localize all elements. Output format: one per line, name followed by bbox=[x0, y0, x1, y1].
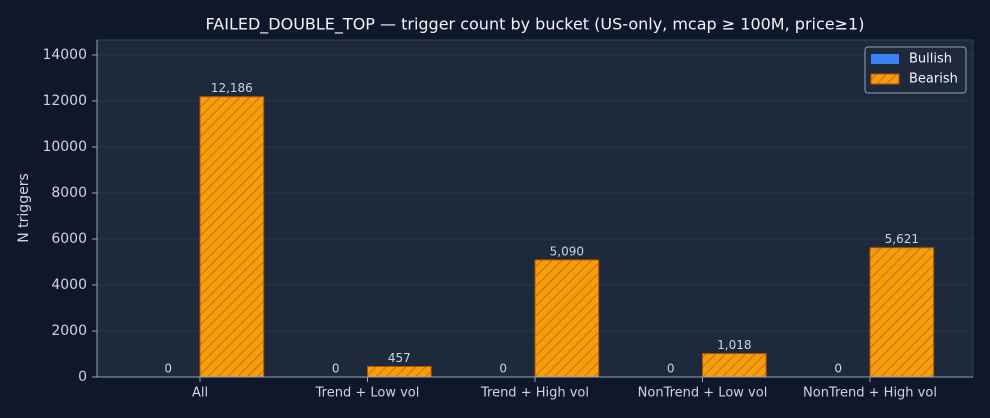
y-tick-label: 6000 bbox=[51, 231, 87, 247]
value-label: 5,090 bbox=[550, 244, 584, 258]
y-tick-label: 14000 bbox=[42, 47, 87, 63]
bar-hatch bbox=[367, 365, 432, 378]
bar-hatch bbox=[534, 259, 600, 378]
x-tick-label: NonTrend + Low vol bbox=[638, 386, 768, 401]
legend-label: Bearish bbox=[909, 72, 958, 87]
y-tick-label: 0 bbox=[78, 369, 87, 385]
value-label: 1,018 bbox=[717, 338, 751, 352]
chart-title: FAILED_DOUBLE_TOP — trigger count by buc… bbox=[206, 15, 865, 35]
value-label: 0 bbox=[164, 362, 172, 376]
y-tick-label: 10000 bbox=[42, 139, 87, 155]
x-tick-label: NonTrend + High vol bbox=[803, 386, 937, 401]
bar-hatch bbox=[701, 353, 767, 378]
bar-hatch bbox=[199, 96, 265, 378]
legend-hatch bbox=[870, 73, 900, 85]
value-label: 0 bbox=[499, 362, 507, 376]
value-label: 12,186 bbox=[211, 81, 253, 95]
legend-label: Bullish bbox=[909, 52, 952, 67]
value-label: 5,621 bbox=[885, 232, 919, 246]
value-label: 457 bbox=[388, 351, 411, 365]
y-tick-label: 8000 bbox=[51, 185, 87, 201]
y-tick-label: 4000 bbox=[51, 277, 87, 293]
value-label: 0 bbox=[834, 362, 842, 376]
x-tick-label: All bbox=[192, 386, 208, 401]
y-tick-label: 2000 bbox=[51, 323, 87, 339]
y-tick-label: 12000 bbox=[42, 93, 87, 109]
value-label: 0 bbox=[667, 362, 675, 376]
bar-hatch bbox=[869, 247, 935, 378]
y-axis-label: N triggers bbox=[16, 173, 32, 243]
value-label: 0 bbox=[332, 362, 340, 376]
x-tick-label: Trend + Low vol bbox=[315, 386, 420, 401]
legend-swatch bbox=[871, 54, 899, 64]
x-tick-label: Trend + High vol bbox=[480, 386, 589, 401]
